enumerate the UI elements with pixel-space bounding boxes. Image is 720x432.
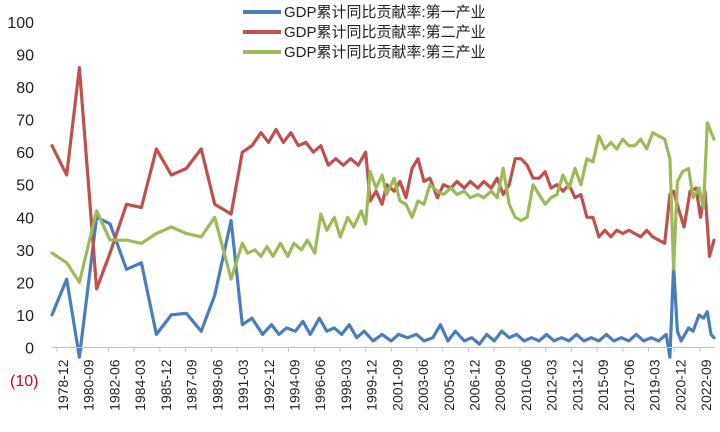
- series-lines: [50, 66, 716, 359]
- x-tick-label: 1987-09: [184, 359, 200, 411]
- legend: GDP累计同比贡献率:第一产业 GDP累计同比贡献率:第二产业 GDP累计同比贡献率…: [243, 3, 486, 61]
- x-tick-label: 1982-06: [106, 359, 122, 411]
- y-tick-label: 80: [16, 80, 34, 97]
- series-line-3: [50, 121, 716, 284]
- y-tick-label: 60: [16, 145, 34, 162]
- x-tick-label: 2017-06: [621, 359, 637, 411]
- x-tick-label: 1991-03: [235, 359, 251, 411]
- x-tick-label: 1996-06: [312, 359, 328, 411]
- y-tick-label: 0: [25, 340, 34, 357]
- x-tick-label: 2001-09: [389, 359, 405, 411]
- y-tick-label: 10: [16, 308, 34, 325]
- x-tick-label: 2015-09: [595, 359, 611, 411]
- x-tick-label: 2020-12: [672, 359, 688, 411]
- series-line-2: [50, 66, 716, 291]
- y-tick-label: 50: [16, 178, 34, 195]
- y-tick-label: 90: [16, 48, 34, 65]
- x-tick-label: 2010-06: [518, 359, 534, 411]
- x-tick-label: 2019-03: [647, 359, 663, 411]
- y-tick-label: 100: [7, 15, 34, 32]
- x-tick-label: 2012-03: [544, 359, 560, 411]
- legend-label-3: GDP累计同比贡献率:第三产业: [284, 43, 486, 61]
- legend-label-1: GDP累计同比贡献率:第一产业: [284, 3, 486, 21]
- y-tick-label: 40: [16, 210, 34, 227]
- y-tick-label: 70: [16, 113, 34, 130]
- x-tick-label: 2005-03: [441, 359, 457, 411]
- x-tick-label: 2022-09: [698, 359, 714, 411]
- legend-label-2: GDP累计同比贡献率:第二产业: [284, 23, 486, 41]
- y-tick-label: 20: [16, 275, 34, 292]
- x-tick-label: 1978-12: [55, 359, 71, 411]
- x-tick-label: 1994-09: [286, 359, 302, 411]
- x-axis: 1978-12 1980-09 1982-06 1984-03 1985-12 1987-…: [52, 346, 714, 411]
- x-tick-label: 1992-12: [261, 359, 277, 411]
- x-tick-label: 1980-09: [81, 359, 97, 411]
- x-tick-label: 1999-12: [364, 359, 380, 411]
- x-tick-label: 1984-03: [132, 359, 148, 411]
- x-tick-label: 2008-09: [492, 359, 508, 411]
- x-tick-label: 2006-12: [467, 359, 483, 411]
- y-axis: (10) 0 10 20 30 40 50 60 70 80 90 100: [7, 15, 38, 390]
- series-line-1: [50, 215, 716, 359]
- x-tick-label: 1989-06: [209, 359, 225, 411]
- y-tick-label: 30: [16, 243, 34, 260]
- x-tick-label: 2003-06: [415, 359, 431, 411]
- y-tick-label: (10): [10, 373, 38, 390]
- x-tick-label: 2013-12: [569, 359, 585, 411]
- x-tick-label: 1985-12: [158, 359, 174, 411]
- x-tick-label: 1998-03: [338, 359, 354, 411]
